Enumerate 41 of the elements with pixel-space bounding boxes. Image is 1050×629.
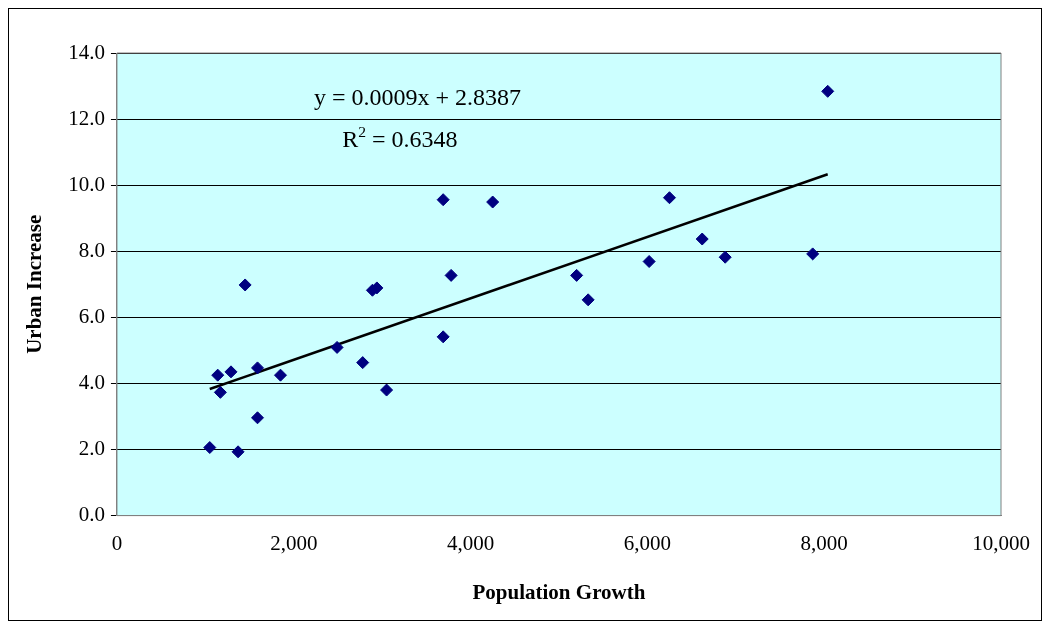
y-tick-label: 4.0 <box>78 369 105 394</box>
point <box>662 191 676 205</box>
point <box>203 441 217 455</box>
point <box>718 250 732 264</box>
point <box>380 383 394 397</box>
x-tick-label: 8,000 <box>800 530 848 555</box>
point <box>251 361 265 375</box>
x-tick-label: 2,000 <box>270 530 318 555</box>
y-tick-label: 10.0 <box>68 171 105 196</box>
point <box>581 293 595 307</box>
point <box>444 268 458 282</box>
point <box>436 330 450 344</box>
point <box>238 278 252 292</box>
y-tick-label: 8.0 <box>78 237 105 262</box>
y-tick-label: 14.0 <box>68 39 105 64</box>
point <box>231 445 245 459</box>
y-tick-label: 6.0 <box>78 303 105 328</box>
point <box>330 340 344 354</box>
y-tick-label: 12.0 <box>68 105 105 130</box>
x-tick-label: 4,000 <box>446 530 495 555</box>
point <box>224 365 238 379</box>
x-tick-label: 6,000 <box>623 530 672 555</box>
point <box>486 195 500 209</box>
y-tick-label: 0.0 <box>78 502 105 527</box>
point <box>695 232 709 246</box>
x-tick-label: 10,000 <box>972 530 1030 555</box>
point <box>251 411 265 425</box>
point <box>436 193 450 207</box>
point <box>806 247 820 261</box>
y-axis-title: Urban Increase <box>22 214 47 354</box>
point <box>821 84 835 98</box>
x-axis-title: Population Growth <box>472 579 646 604</box>
point <box>356 356 370 370</box>
y-tick-label: 2.0 <box>78 436 105 461</box>
point <box>213 385 227 399</box>
annotation: y = 0.0009x + 2.8387 <box>313 84 522 110</box>
point <box>642 255 656 268</box>
point <box>274 368 287 382</box>
point <box>570 268 584 282</box>
x-tick-label: 0 <box>111 530 123 555</box>
point <box>211 368 225 382</box>
